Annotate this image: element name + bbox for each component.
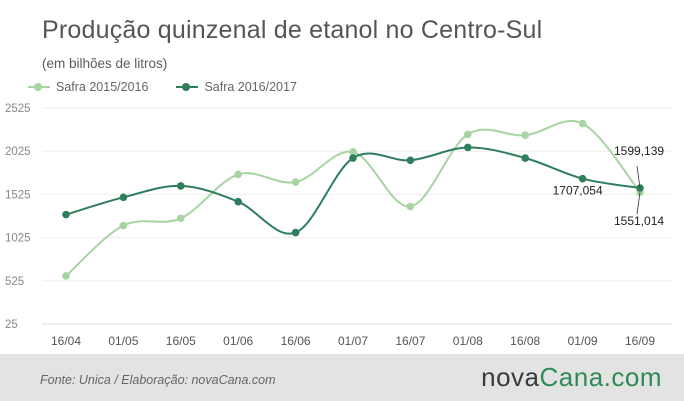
legend: Safra 2015/2016 Safra 2016/2017 bbox=[28, 80, 325, 94]
y-tick-label: 525 bbox=[5, 276, 24, 288]
data-point bbox=[234, 197, 242, 206]
x-tick-label: 01/09 bbox=[568, 334, 598, 348]
data-point bbox=[406, 202, 415, 211]
data-label: 1551,014 bbox=[614, 214, 664, 228]
data-label: 1707,054 bbox=[553, 184, 603, 198]
x-tick-label: 01/06 bbox=[223, 334, 253, 348]
data-point bbox=[464, 130, 472, 139]
line-chart: 25 525 1025 1525 2025 2525 16/04 01/05 16/05 01/0… bbox=[5, 103, 672, 348]
chart-subtitle: (em bilhões de litros) bbox=[42, 56, 168, 71]
data-point bbox=[119, 193, 128, 202]
data-point bbox=[349, 154, 357, 162]
x-tick-label: 16/08 bbox=[510, 334, 540, 348]
legend-label-2016: Safra 2016/2017 bbox=[204, 80, 297, 94]
data-point bbox=[521, 131, 529, 140]
x-tick-label: 16/06 bbox=[281, 334, 311, 348]
annotation-leader bbox=[636, 165, 641, 189]
brand-logo: novaCana.com bbox=[481, 362, 662, 392]
legend-swatch-2015 bbox=[28, 82, 50, 92]
legend-swatch-2016 bbox=[176, 82, 199, 92]
y-tick-label: 1025 bbox=[5, 233, 31, 245]
x-tick-label: 01/07 bbox=[338, 334, 368, 348]
data-point bbox=[464, 143, 472, 152]
x-tick-label: 16/09 bbox=[625, 334, 655, 348]
legend-item-2016: Safra 2016/2017 bbox=[176, 80, 297, 94]
data-point bbox=[291, 178, 300, 186]
series-line-0 bbox=[65, 119, 641, 277]
data-point bbox=[177, 182, 185, 190]
source-credit: Fonte: Unica / Elaboração: novaCana.com bbox=[40, 373, 276, 387]
x-tick-label: 16/04 bbox=[51, 334, 81, 348]
data-point bbox=[578, 174, 587, 183]
footer: Fonte: Unica / Elaboração: novaCana.com … bbox=[0, 354, 684, 401]
legend-label-2015: Safra 2015/2016 bbox=[56, 80, 149, 94]
data-point bbox=[62, 210, 70, 219]
x-tick-label: 01/05 bbox=[108, 334, 138, 348]
y-tick-label: 2025 bbox=[5, 146, 31, 158]
data-point bbox=[406, 156, 415, 165]
y-tick-label: 2525 bbox=[5, 103, 31, 115]
y-tick-label: 1525 bbox=[5, 189, 31, 201]
data-point bbox=[521, 154, 529, 162]
annotation-leader bbox=[636, 192, 641, 215]
x-tick-label: 16/05 bbox=[166, 334, 196, 348]
data-point bbox=[291, 228, 300, 237]
data-point bbox=[177, 214, 185, 223]
data-point bbox=[62, 272, 70, 280]
data-point bbox=[119, 221, 128, 230]
data-point bbox=[578, 119, 587, 128]
x-tick-label: 16/07 bbox=[395, 334, 425, 348]
legend-item-2015: Safra 2015/2016 bbox=[28, 80, 148, 94]
x-tick-label: 01/08 bbox=[453, 334, 483, 348]
data-point bbox=[234, 170, 242, 179]
data-label: 1599,139 bbox=[614, 144, 664, 158]
chart-title: Produção quinzenal de etanol no Centro-S… bbox=[42, 16, 543, 44]
data-point bbox=[349, 148, 357, 156]
y-tick-label: 25 bbox=[5, 319, 18, 331]
